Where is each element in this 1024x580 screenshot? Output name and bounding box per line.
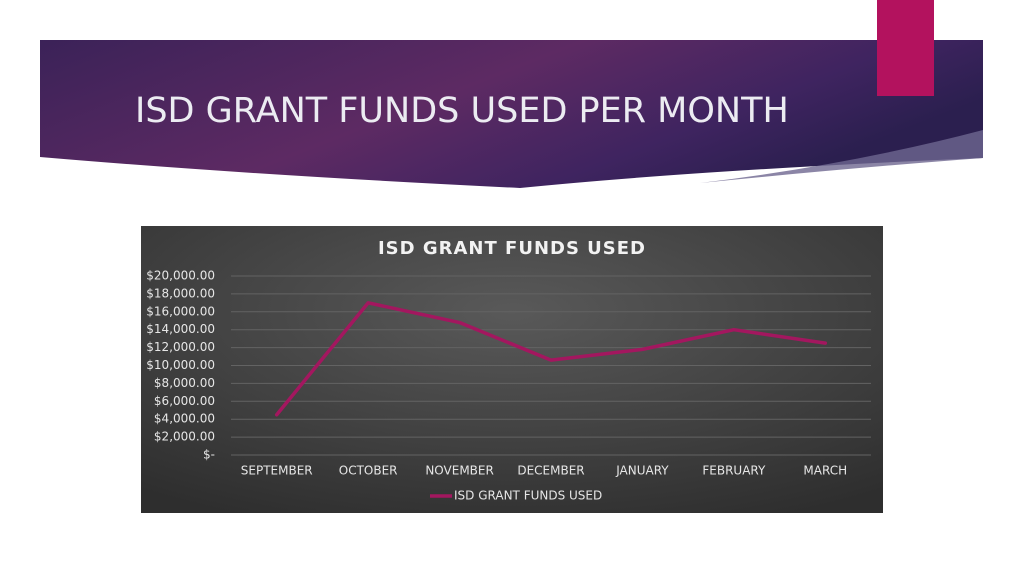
chart: ISD GRANT FUNDS USED $- $2,000.00 $4,000.0… — [141, 226, 883, 513]
data-line — [274, 301, 828, 417]
banner-accent — [700, 130, 983, 183]
x-tick-label: SEPTEMBER — [241, 464, 313, 478]
y-tick-label: $18,000.00 — [146, 286, 215, 300]
y-tick-label: $4,000.00 — [154, 412, 215, 426]
title-banner — [40, 40, 983, 188]
accent-tab — [877, 0, 934, 96]
x-tick-label: FEBRUARY — [702, 464, 766, 478]
slide-title: ISD GRANT FUNDS USED PER MONTH — [135, 91, 789, 131]
x-tick-label: MARCH — [803, 464, 847, 478]
y-tick-label: $20,000.00 — [146, 269, 215, 283]
x-tick-label: OCTOBER — [339, 464, 398, 478]
x-tick-label: NOVEMBER — [425, 464, 494, 478]
legend-label: ISD GRANT FUNDS USED — [454, 489, 602, 503]
y-tick-label: $12,000.00 — [146, 340, 215, 354]
x-tick-label: DECEMBER — [517, 464, 584, 478]
y-tick-label: $- — [203, 448, 215, 462]
y-tick-label: $14,000.00 — [146, 322, 215, 336]
chart-area — [141, 226, 883, 513]
y-tick-label: $16,000.00 — [146, 304, 215, 318]
y-tick-label: $2,000.00 — [154, 430, 215, 444]
y-tick-label: $10,000.00 — [146, 358, 215, 372]
y-tick-label: $6,000.00 — [154, 394, 215, 408]
chart-title: ISD GRANT FUNDS USED — [378, 238, 646, 259]
y-tick-label: $8,000.00 — [154, 376, 215, 390]
x-tick-label: JANUARY — [615, 464, 669, 478]
